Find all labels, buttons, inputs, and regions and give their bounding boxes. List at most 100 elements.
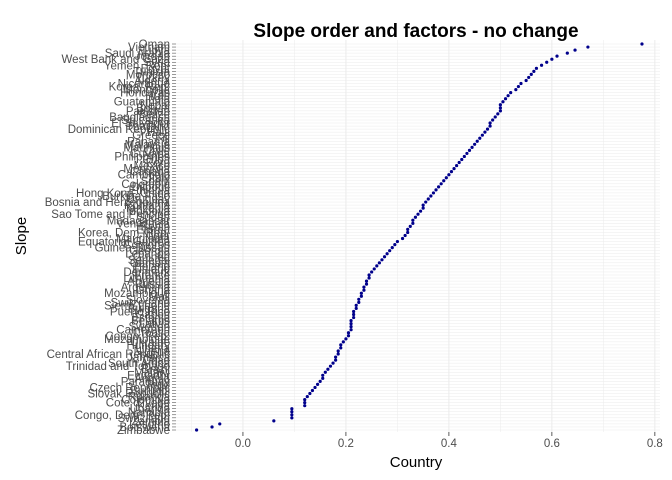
x-tick-label: 0.2 [338, 438, 354, 450]
y-category-label: Venezuela [116, 218, 170, 230]
y-category-label: Sudan [137, 212, 170, 224]
data-point [573, 48, 577, 52]
data-point [359, 294, 363, 298]
y-category-label: Puerto Rico [110, 306, 170, 318]
y-category-label: Tunisia [133, 66, 170, 78]
x-tick-label: 0.0 [235, 438, 251, 450]
y-category-label: Tanzania [124, 203, 171, 215]
y-category-label: Cote d'Ivoire [106, 398, 170, 410]
y-category-label: Sierra Leone [104, 300, 170, 312]
data-point [393, 242, 397, 247]
data-point [210, 425, 214, 429]
y-category-label: Poland [134, 261, 170, 273]
data-point [354, 303, 358, 307]
y-category-label: Saudi Arabia [105, 48, 171, 60]
y-category-label: Colombia [121, 179, 170, 191]
y-category-label: Angola [134, 373, 170, 385]
y-category-label: Nigeria [134, 346, 171, 358]
y-category-label: Brazil [141, 364, 170, 376]
data-point [413, 215, 418, 219]
y-category-label: Lesotho [129, 419, 170, 431]
data-point [640, 42, 644, 46]
data-point [488, 121, 492, 125]
points-layer [194, 42, 644, 432]
y-category-label: Lebanon [125, 249, 170, 261]
y-category-label: Ethiopia [128, 185, 170, 197]
data-point [455, 163, 459, 168]
y-category-label: Uganda [130, 404, 171, 416]
y-category-label: Pakistan [126, 106, 170, 118]
y-category-label: Slovenia [126, 294, 171, 306]
data-point [334, 358, 338, 362]
y-category-label: Vietnam [128, 42, 170, 54]
y-category-label: Finland [132, 264, 170, 276]
y-category-label: Lithuania [123, 273, 170, 285]
data-point [334, 355, 338, 359]
data-point [501, 100, 505, 104]
data-point [326, 367, 330, 371]
y-category-label: Burundi [130, 385, 170, 397]
y-category-label: Namibia [128, 407, 171, 419]
data-point [498, 103, 502, 107]
data-point [465, 151, 469, 156]
y-category-label: Eritrea [136, 224, 170, 236]
data-point [336, 349, 340, 353]
y-category-label: Mali [149, 291, 170, 303]
data-point [473, 142, 477, 146]
data-point [460, 157, 464, 162]
data-point [421, 206, 425, 210]
data-point [362, 285, 366, 289]
y-category-label: Malaysia [125, 139, 171, 151]
y-category-label: Haiti [147, 127, 170, 139]
data-point [272, 419, 276, 423]
y-category-label: Cameroon [116, 325, 170, 337]
y-category-label: Trinidad and Tobago [66, 361, 170, 373]
data-point [406, 227, 410, 232]
y-category-label: Madagascar [107, 215, 170, 227]
y-category-label: Congo, Dem. Rep. [75, 410, 170, 422]
y-category-label: Hong Kong, China [76, 188, 171, 200]
y-category-label: Korea, Dem. Rep. [78, 227, 170, 239]
y-category-label: Algeria [134, 75, 170, 87]
data-point [331, 361, 335, 365]
chart-title: Slope order and factors - no change [253, 21, 578, 42]
data-point [305, 394, 309, 399]
data-point [467, 148, 472, 152]
y-category-label: Burkina Faso [102, 191, 170, 203]
y-category-label: Zambia [132, 416, 171, 428]
y-category-label: Egypt [141, 63, 171, 75]
data-point [545, 60, 549, 64]
y-category-label: Benin [141, 221, 170, 233]
y-category-label: Thailand [126, 121, 170, 133]
y-category-label: Kenya [137, 401, 170, 413]
y-category-label: Korea, Rep. [109, 82, 170, 94]
y-category-label: Guinea [133, 252, 171, 264]
y-category-label: Mexico [134, 161, 170, 173]
y-category-label: Syria [144, 57, 171, 69]
data-point [352, 315, 356, 320]
data-point [377, 261, 381, 265]
data-point [367, 276, 371, 280]
data-point [496, 112, 500, 116]
y-tick-labels: ZimbabweBotswanaLesothoZambiaSwazilandCo… [45, 39, 171, 437]
y-category-label: Italy [149, 173, 170, 185]
data-point [509, 91, 513, 95]
x-tick-label: 0.8 [647, 438, 663, 450]
y-category-label: El Salvador [111, 118, 170, 130]
y-category-label: Congo, Rep. [105, 331, 170, 343]
y-category-label: West Bank and Gaza [62, 54, 171, 66]
data-point [321, 376, 325, 380]
y-axis-title: Slope [13, 217, 30, 255]
grid-layer [176, 40, 660, 432]
data-point [349, 322, 353, 326]
data-point [290, 410, 294, 414]
y-category-label: Uruguay [127, 194, 171, 206]
y-category-label: Mongolia [123, 85, 170, 97]
x-tick-label: 0.6 [544, 438, 560, 450]
data-point [318, 379, 322, 383]
y-category-label: Guatemala [114, 97, 171, 109]
y-category-label: Bosnia and Herzegovina [45, 197, 171, 209]
data-point [421, 203, 425, 207]
y-category-label: Georgia [129, 246, 171, 258]
